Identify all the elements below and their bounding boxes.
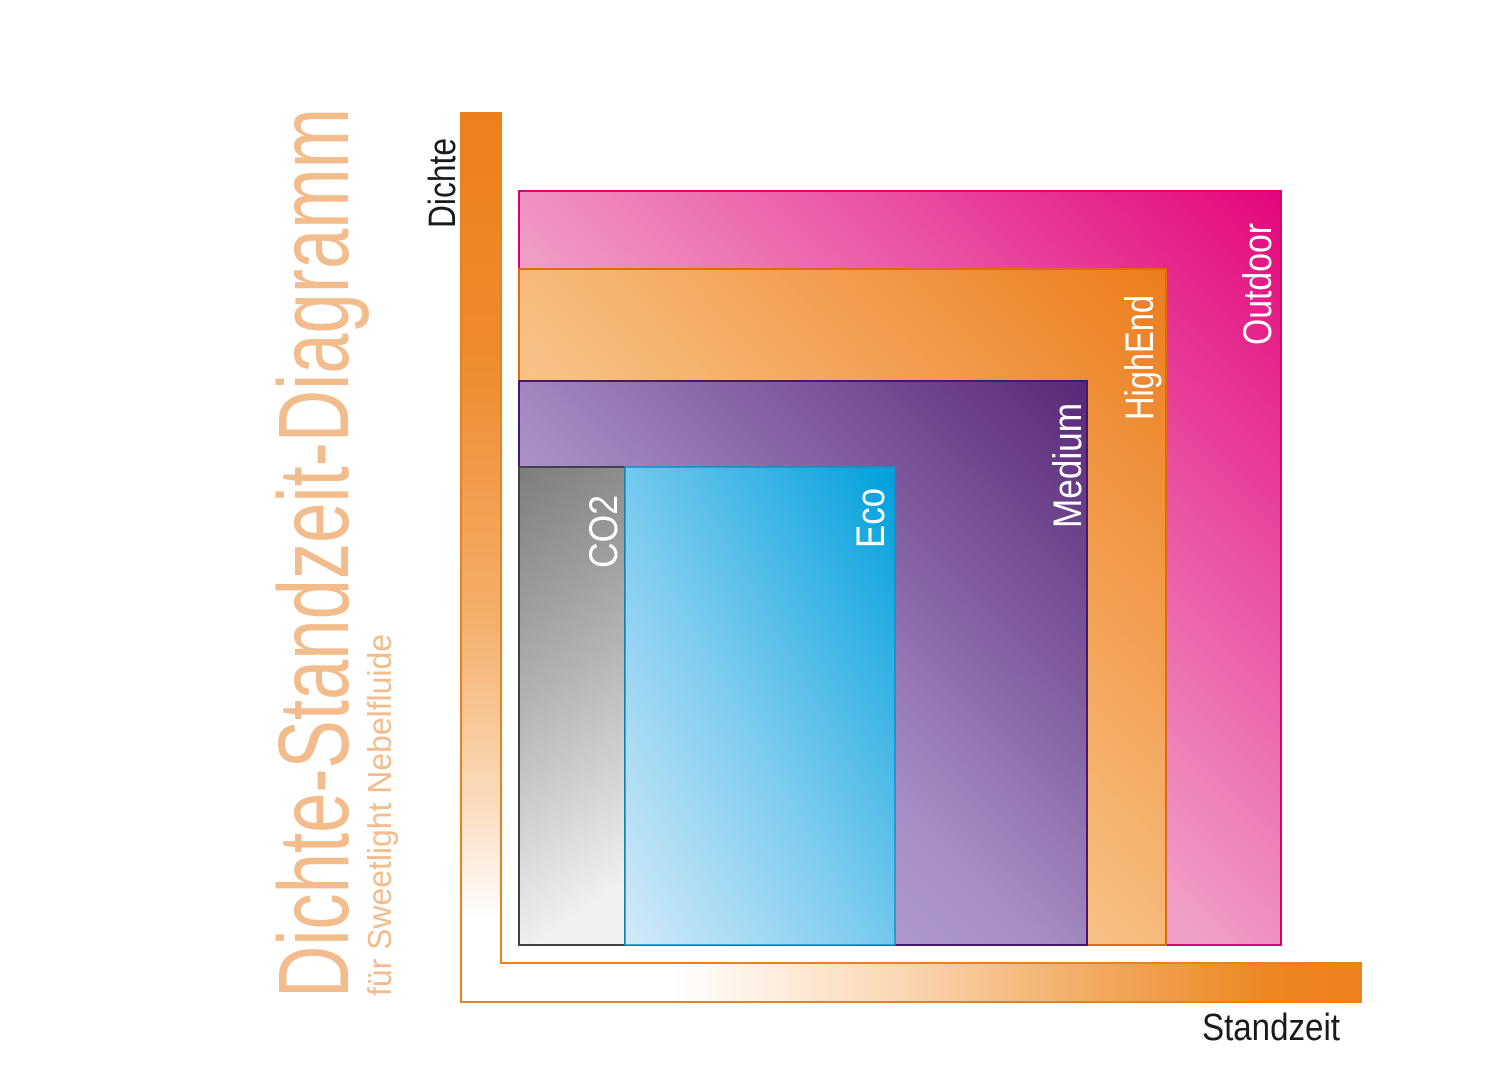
area-eco	[624, 466, 896, 946]
label-medium: Medium	[1046, 403, 1090, 528]
y-axis-label: Dichte	[422, 138, 464, 228]
x-axis-bar	[502, 964, 1360, 1001]
axis-frame	[460, 112, 1362, 1003]
page-subtitle: für Sweetlight Nebelfluide	[361, 634, 398, 996]
label-highend: HighEnd	[1118, 295, 1162, 420]
x-axis-label: Standzeit	[1202, 1007, 1340, 1049]
label-outdoor: Outdoor	[1236, 223, 1280, 345]
label-eco: Eco	[849, 488, 893, 548]
page-title: Dichte-Standzeit-Diagramm	[258, 108, 370, 998]
y-axis-bar	[462, 114, 500, 962]
label-co2: CO2	[582, 495, 626, 568]
